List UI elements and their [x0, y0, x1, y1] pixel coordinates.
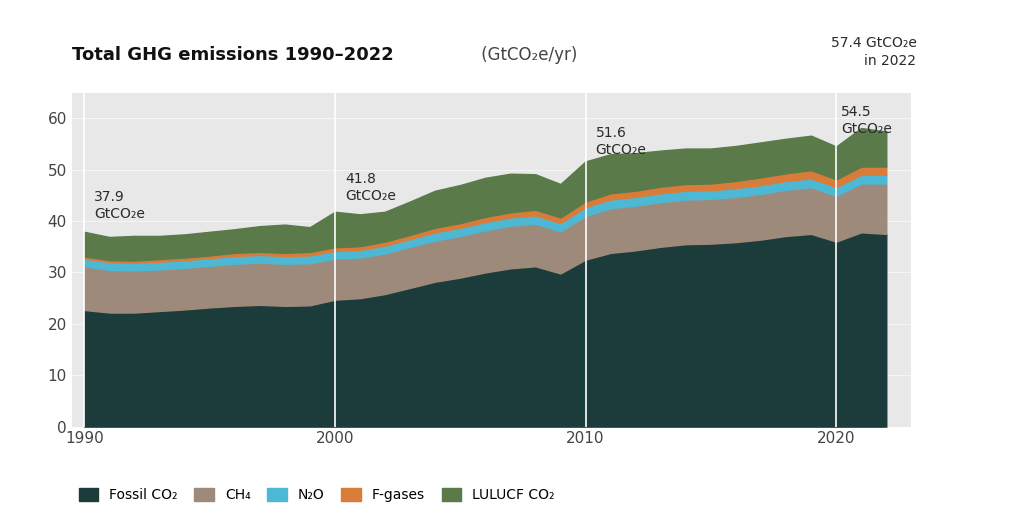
Legend: Fossil CO₂, CH₄, N₂O, F-gases, LULUCF CO₂: Fossil CO₂, CH₄, N₂O, F-gases, LULUCF CO… [79, 487, 555, 502]
Text: 41.8
GtCO₂e: 41.8 GtCO₂e [345, 172, 395, 203]
Text: 54.5
GtCO₂e: 54.5 GtCO₂e [841, 105, 892, 136]
Text: Total GHG emissions 1990–2022: Total GHG emissions 1990–2022 [72, 46, 393, 64]
Text: 37.9
GtCO₂e: 37.9 GtCO₂e [94, 190, 145, 221]
Text: (GtCO₂e/yr): (GtCO₂e/yr) [476, 46, 578, 64]
Text: 57.4 GtCO₂e
in 2022: 57.4 GtCO₂e in 2022 [830, 36, 916, 68]
Text: 51.6
GtCO₂e: 51.6 GtCO₂e [596, 126, 646, 157]
